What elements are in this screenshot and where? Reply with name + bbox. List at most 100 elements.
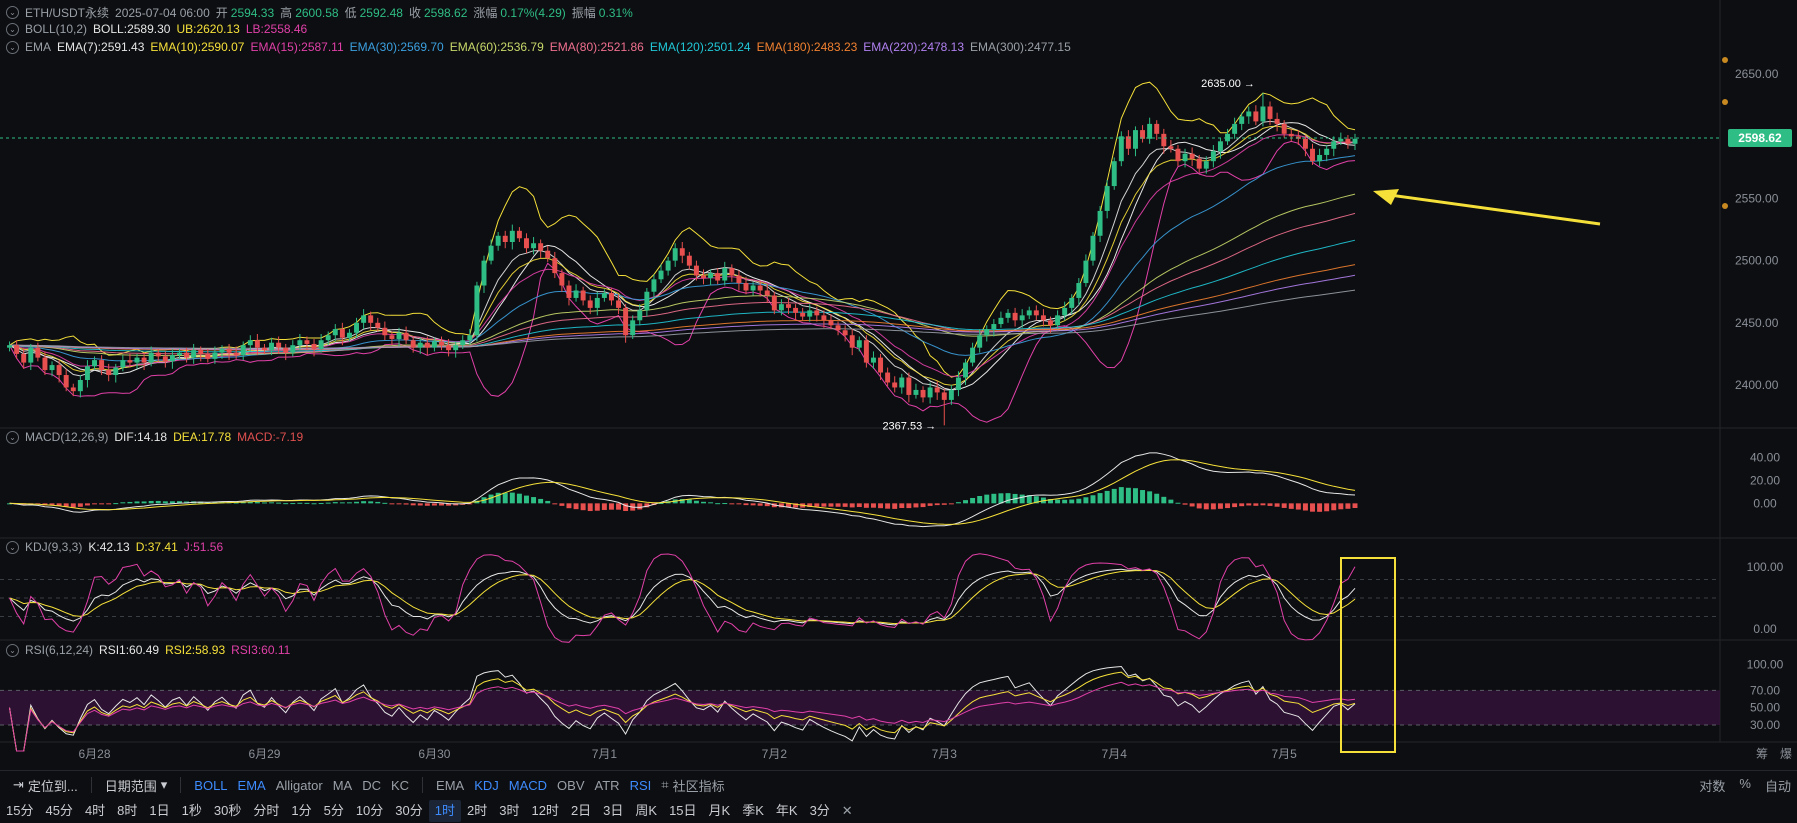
date-range-button[interactable]: 日期范围 ▾ — [100, 776, 173, 795]
ema-legend-item: EMA(120):2501.24 — [649, 40, 751, 54]
macd-legend: ⌄ MACD(12,26,9) DIF:14.18 DEA:17.78 MACD… — [6, 430, 303, 444]
macd-hist-value: MACD:-7.19 — [237, 430, 304, 444]
macd-histogram-bar — [439, 503, 444, 506]
locate-icon: ⇥ — [13, 777, 24, 792]
candle-body — [863, 340, 869, 363]
timeframe-button[interactable]: 3时 — [499, 803, 520, 818]
timeframe-button[interactable]: 年K — [775, 803, 798, 818]
collapse-icon[interactable]: ⌄ — [6, 430, 19, 444]
macd-histogram-bar — [410, 503, 416, 506]
macd-histogram-bar — [778, 503, 784, 508]
main-indicator-dc[interactable]: DC — [362, 777, 381, 793]
axis-option[interactable]: 对数 — [1699, 778, 1726, 794]
timeframe-button[interactable]: 3分 — [809, 803, 830, 818]
collapse-icon[interactable]: ⌄ — [6, 6, 19, 19]
timeframe-button[interactable]: 8时 — [117, 803, 138, 818]
timeframe-button[interactable]: 15日 — [669, 803, 697, 818]
candle-body — [587, 300, 593, 308]
main-indicator-boll[interactable]: BOLL — [194, 777, 228, 793]
main-indicator-kc[interactable]: KC — [390, 777, 410, 793]
collapse-icon[interactable]: ⌄ — [6, 40, 19, 54]
macd-histogram-bar — [955, 502, 961, 504]
candle-body — [127, 360, 133, 363]
macd-histogram-bar — [1161, 496, 1167, 504]
amplitude-value: 0.31% — [598, 5, 633, 20]
timeframe-button[interactable]: 5分 — [323, 803, 344, 818]
axis-option[interactable]: 自动 — [1764, 778, 1791, 794]
timeframe-button[interactable]: 30分 — [395, 803, 423, 818]
locate-button[interactable]: ⇥ 定位到... — [8, 776, 83, 795]
main-indicator-alligator[interactable]: Alligator — [275, 777, 323, 793]
rsi1-value: RSI1:60.49 — [99, 643, 160, 657]
sub-indicator-rsi[interactable]: RSI — [629, 777, 652, 793]
sub-indicator-kdj[interactable]: KDJ — [474, 777, 499, 793]
candle-body — [368, 315, 374, 323]
timeframe-button[interactable]: 月K — [708, 803, 731, 818]
axis-option[interactable]: % — [1739, 775, 1751, 791]
macd-histogram-bar — [587, 503, 593, 512]
collapse-icon[interactable]: ⌄ — [6, 540, 19, 554]
macd-histogram-bar — [1295, 503, 1301, 510]
candle-body — [601, 292, 607, 298]
sub-indicator-atr[interactable]: ATR — [594, 777, 620, 793]
close-icon[interactable]: ✕ — [841, 803, 853, 818]
kdj-tick-label: 100.00 — [1747, 560, 1784, 574]
macd-name[interactable]: MACD(12,26,9) — [25, 430, 109, 444]
kdj-name[interactable]: KDJ(9,3,3) — [25, 540, 83, 554]
candle-body — [715, 273, 721, 281]
macd-histogram-bar — [56, 503, 62, 506]
sub-indicator-ema[interactable]: EMA — [436, 777, 465, 793]
candle-body — [1111, 161, 1117, 187]
timeframe-button[interactable]: 季K — [742, 803, 764, 818]
candle-body — [495, 235, 501, 246]
macd-histogram-bar — [757, 503, 763, 506]
ema-line — [9, 134, 1356, 377]
timeframe-button[interactable]: 周K — [635, 803, 658, 818]
kdj-legend: ⌄ KDJ(9,3,3) K:42.13 D:37.41 J:51.56 — [6, 540, 223, 554]
candle-body — [1005, 312, 1011, 318]
timeframe-button[interactable]: 1日 — [149, 803, 170, 818]
rsi-name[interactable]: RSI(6,12,24) — [25, 643, 94, 657]
timeframe-button[interactable]: 15分 — [6, 803, 34, 818]
timeframe-button[interactable]: 30秒 — [213, 803, 242, 818]
timeframe-button[interactable]: 45分 — [45, 803, 73, 818]
date-tick-label: 6月29 — [248, 747, 280, 761]
macd-histogram-bar — [1274, 503, 1280, 507]
main-indicator-ema[interactable]: EMA — [237, 777, 266, 793]
sub-indicator-macd[interactable]: MACD — [508, 777, 548, 793]
timeframe-button[interactable]: 2日 — [570, 803, 592, 818]
main-indicator-ma[interactable]: MA — [332, 777, 353, 793]
timeframe-button[interactable]: 1分 — [291, 803, 312, 818]
chart-canvas[interactable]: 2400.002450.002500.002550.002600.002650.… — [0, 0, 1797, 770]
timeframe-button[interactable]: 1秒 — [181, 803, 202, 818]
macd-histogram-bar — [346, 502, 352, 504]
candle-body — [106, 370, 112, 376]
boll-name[interactable]: BOLL(10,2) — [25, 22, 88, 36]
macd-tick-label: 40.00 — [1750, 450, 1780, 464]
macd-histogram-bar — [948, 503, 954, 505]
candle-body — [793, 307, 799, 313]
timeframe-button[interactable]: 10分 — [355, 803, 384, 818]
timeframe-button[interactable]: 4时 — [84, 803, 106, 818]
candle-body — [354, 322, 360, 333]
alert-marker-icon — [1722, 99, 1728, 105]
timeframe-button[interactable]: 分时 — [253, 803, 280, 818]
timeframe-button[interactable]: 1时 — [428, 800, 461, 822]
candle-body — [1281, 123, 1287, 134]
community-indicators-button[interactable]: ⌗ 社区指标 — [656, 776, 729, 795]
macd-histogram-bar — [325, 502, 331, 504]
timeframe-button[interactable]: 12时 — [531, 803, 559, 818]
timeframe-button[interactable]: 2时 — [467, 803, 488, 818]
macd-histogram-bar — [644, 503, 650, 508]
ema-name[interactable]: EMA — [25, 40, 52, 54]
macd-histogram-bar — [63, 503, 69, 507]
sub-indicator-obv[interactable]: OBV — [557, 777, 585, 793]
macd-histogram-bar — [1210, 503, 1216, 510]
candle-body — [573, 290, 579, 298]
collapse-icon[interactable]: ⌄ — [6, 643, 19, 657]
candle-body — [1338, 138, 1344, 142]
macd-histogram-bar — [984, 494, 990, 504]
collapse-icon[interactable]: ⌄ — [6, 22, 19, 36]
timeframe-button[interactable]: 3日 — [603, 803, 624, 818]
candle-body — [233, 352, 239, 356]
